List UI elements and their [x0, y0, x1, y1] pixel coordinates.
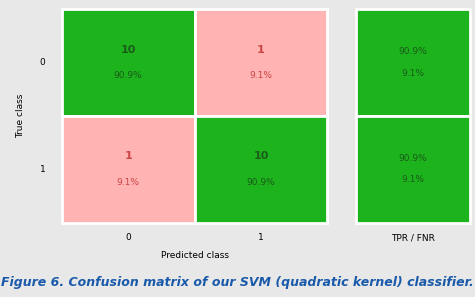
Text: 0: 0: [125, 233, 131, 242]
Text: 1: 1: [258, 233, 264, 242]
Bar: [195, 116, 327, 223]
Text: 9.1%: 9.1%: [401, 69, 425, 78]
Bar: [195, 9, 327, 116]
Bar: [356, 9, 470, 116]
Text: 1: 1: [124, 151, 132, 162]
Bar: [62, 116, 195, 223]
Bar: [62, 9, 195, 116]
Text: 90.9%: 90.9%: [114, 71, 142, 80]
Text: 1: 1: [39, 165, 46, 174]
Text: TPR / FNR: TPR / FNR: [391, 233, 435, 242]
Text: 90.9%: 90.9%: [399, 154, 428, 163]
Text: 10: 10: [121, 45, 136, 55]
Text: 10: 10: [253, 151, 268, 162]
Text: 9.1%: 9.1%: [249, 71, 272, 80]
Text: Predicted class: Predicted class: [161, 251, 228, 260]
Text: 9.1%: 9.1%: [117, 178, 140, 187]
Bar: [356, 116, 470, 223]
Text: True class: True class: [17, 94, 25, 138]
Text: 0: 0: [39, 58, 46, 67]
Text: 1: 1: [257, 45, 265, 55]
Text: 9.1%: 9.1%: [401, 176, 425, 184]
Text: 90.9%: 90.9%: [247, 178, 276, 187]
Text: Figure 6. Confusion matrix of our SVM (quadratic kernel) classifier.: Figure 6. Confusion matrix of our SVM (q…: [1, 276, 474, 289]
Text: 90.9%: 90.9%: [399, 47, 428, 56]
